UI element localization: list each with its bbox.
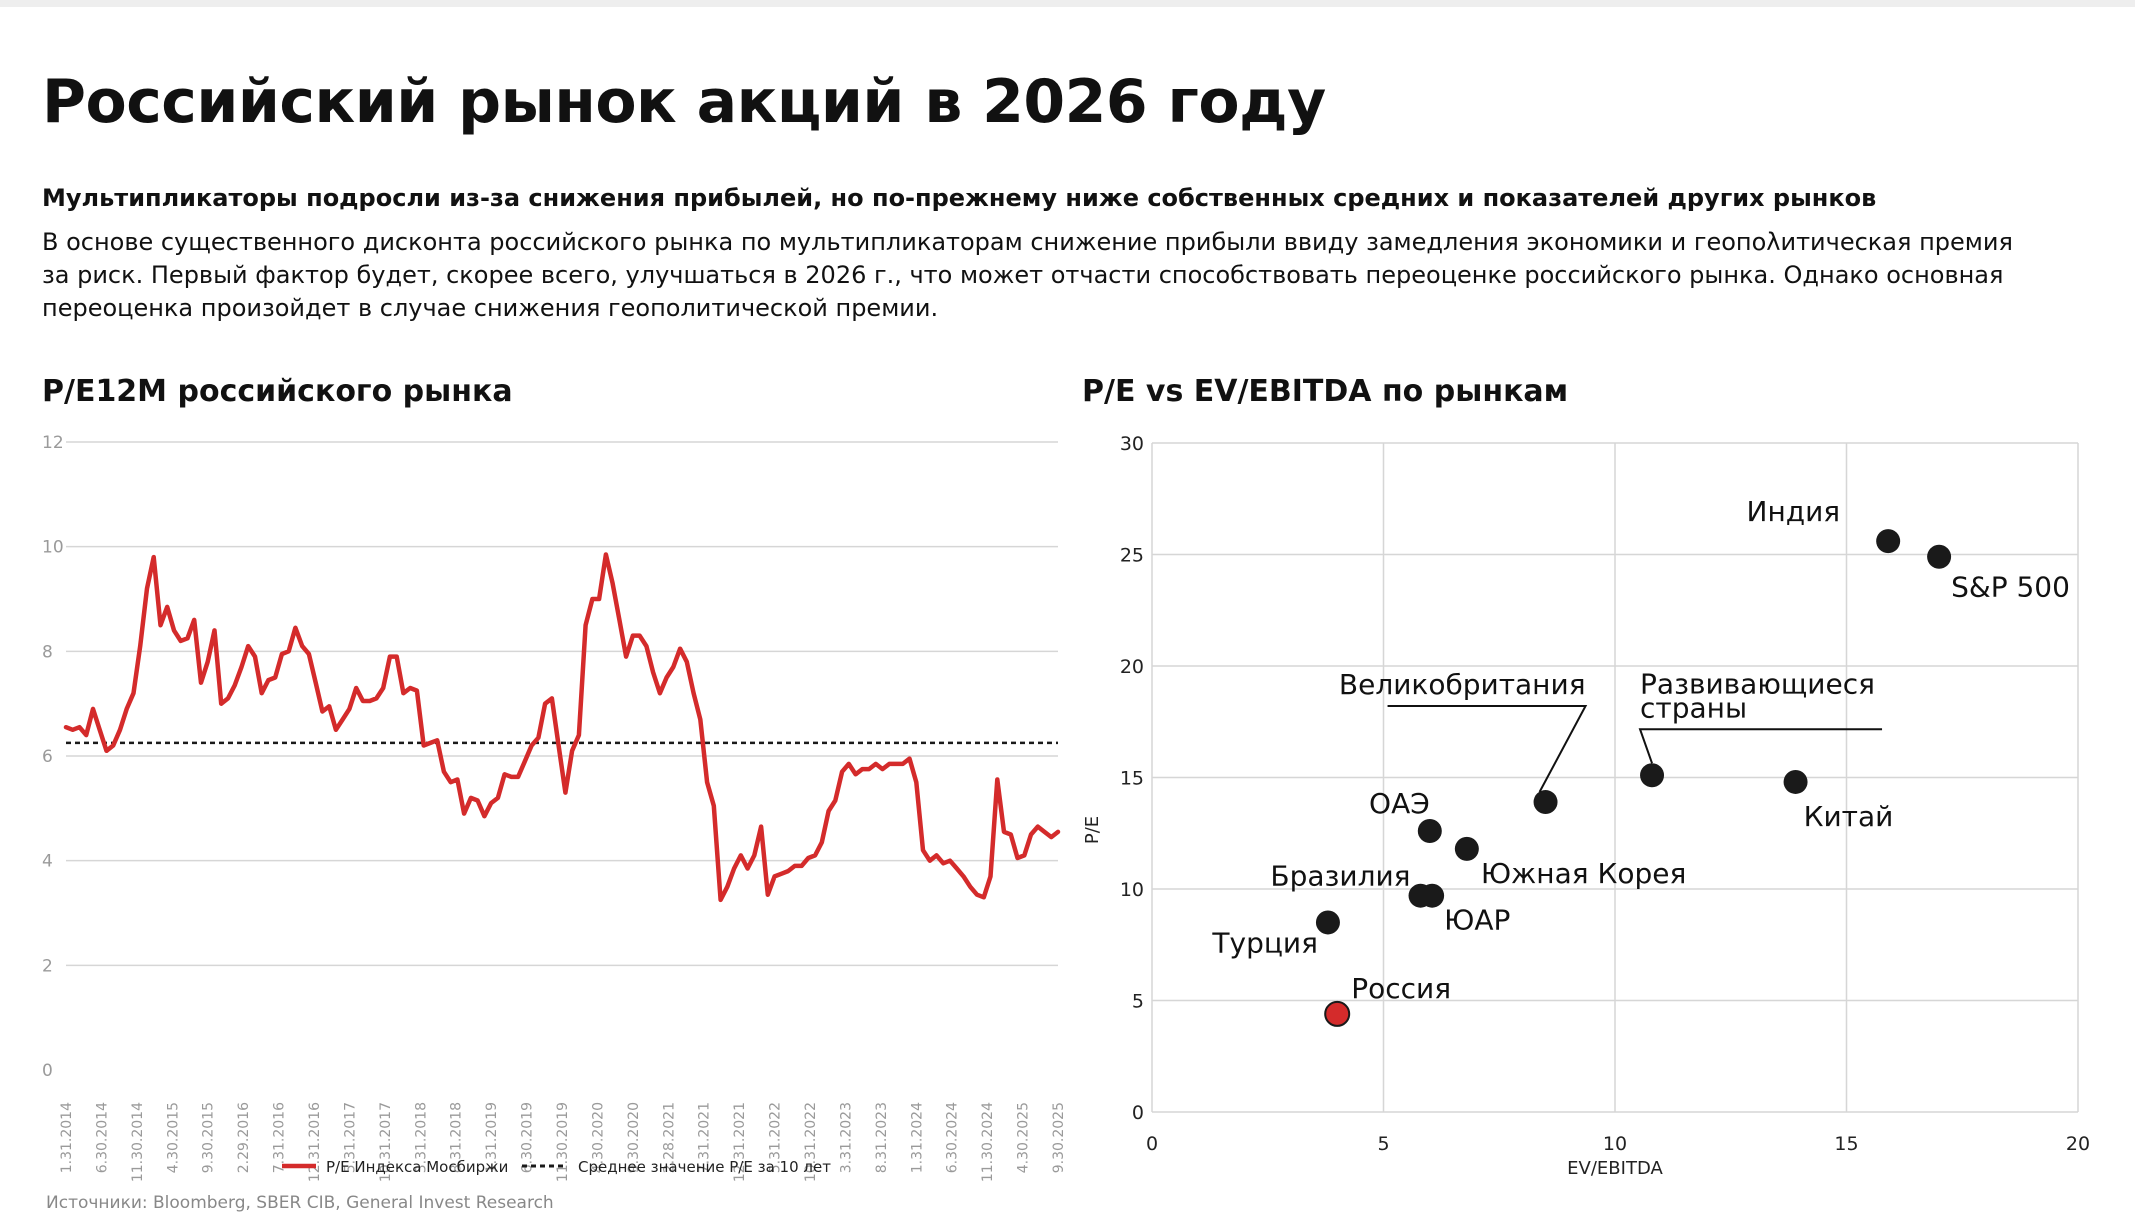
y-tick-label: 0 (42, 1061, 53, 1081)
x-tick-label: 11.30.2014 (130, 1102, 146, 1182)
x-tick-label: 5 (1377, 1133, 1389, 1155)
scatter-point (1454, 836, 1479, 861)
point-label: страны (1640, 691, 1747, 724)
x-tick-label: 20 (2066, 1133, 2090, 1155)
y-tick-label: 8 (42, 642, 53, 662)
body-paragraph: В основе существенного дисконта российск… (42, 226, 2042, 325)
point-label: Южная Корея (1481, 857, 1687, 890)
scatter-point (1324, 1000, 1351, 1027)
scatter-point (1927, 544, 1952, 569)
x-tick-label: 0 (1146, 1133, 1158, 1155)
x-tick-label: 5.31.2022 (768, 1102, 784, 1173)
y-tick-label: 12 (42, 433, 64, 453)
x-tick-label: 10.31.2022 (803, 1102, 819, 1182)
body-line: В основе существенного дисконта российск… (42, 228, 2013, 256)
scatter-point (1417, 819, 1442, 844)
x-tick-label: 10 (1603, 1133, 1627, 1155)
point-label: ОАЭ (1369, 787, 1430, 820)
label-leader-line (1387, 705, 1588, 793)
point-label: Турция (1211, 926, 1318, 959)
point-label: Великобритания (1339, 668, 1586, 701)
x-tick-label: 9.30.2020 (626, 1102, 642, 1173)
pe-line-chart: 0 2 4 6 8 10 12 1.31.2014 6.30.2014 11.30.2014 4.3… (42, 433, 1067, 1182)
x-tick-label: 11.30.2024 (980, 1102, 996, 1182)
x-tick-label: 2.29.2016 (236, 1102, 252, 1173)
point-label: S&P 500 (1951, 571, 2070, 604)
x-tick-label: 11.30.2019 (555, 1102, 571, 1182)
point-label: Индия (1747, 495, 1841, 528)
x-tick-label: 1.31.2014 (59, 1102, 75, 1173)
y-tick-label: 30 (1120, 433, 1144, 455)
x-tick-label: 3.31.2023 (838, 1102, 854, 1173)
x-tick-label: 8.31.2023 (874, 1102, 890, 1173)
scatter-point (1876, 529, 1901, 554)
legend-label-moex: P/E Индекса Мосбиржи (326, 1158, 508, 1176)
body-line: переоценка произойдет в случае снижения … (42, 294, 939, 322)
x-tick-label: 6.30.2019 (520, 1102, 536, 1173)
point-label: Бразилия (1270, 860, 1410, 893)
scatter-point (1640, 763, 1665, 788)
label-leader-line (1638, 728, 1883, 764)
scatter-point (1533, 790, 1558, 815)
x-tick-label: 5.31.2017 (342, 1102, 358, 1173)
x-tick-label: 6.30.2024 (945, 1102, 961, 1173)
page-title: Российский рынок акций в 2026 году (42, 67, 1326, 137)
x-tick-label: 2.28.2021 (661, 1102, 677, 1173)
line-chart-title: P/E12M российского рынка (42, 374, 513, 409)
x-tick-label: 15 (1834, 1133, 1858, 1155)
x-axis-label: EV/EBITDA (1567, 1158, 1663, 1179)
x-tick-label: 4.30.2015 (165, 1102, 181, 1173)
top-border (0, 0, 2135, 7)
x-tick-label: 12.31.2016 (307, 1102, 323, 1182)
x-tick-label: 7.31.2021 (697, 1102, 713, 1173)
point-label: Россия (1351, 972, 1451, 1005)
x-tick-label: 7.31.2016 (272, 1102, 288, 1173)
x-tick-label: 1.31.2019 (484, 1102, 500, 1173)
x-tick-label: 8.31.2018 (449, 1102, 465, 1173)
y-tick-label: 2 (42, 956, 53, 976)
y-tick-label: 20 (1120, 656, 1144, 678)
scatter-chart-title: P/E vs EV/EBITDA по рынкам (1082, 374, 1569, 409)
y-axis-label: P/E (1082, 816, 1103, 844)
x-tick-label: 3.31.2018 (413, 1102, 429, 1173)
scatter-point (1420, 883, 1445, 908)
x-tick-label: 9.30.2025 (1051, 1102, 1067, 1173)
y-tick-label: 6 (42, 747, 53, 767)
x-tick-label: 9.30.2015 (201, 1102, 217, 1173)
body-line: за риск. Первый фактор будет, скорее все… (42, 261, 2004, 289)
point-label: Развивающиеся (1640, 667, 1875, 700)
x-tick-label: 10.31.2017 (378, 1102, 394, 1182)
x-tick-label: 6.30.2014 (94, 1102, 110, 1173)
page-subtitle: Мультипликаторы подросли из-за снижения … (42, 184, 1877, 212)
x-tick-label: 12.31.2021 (732, 1102, 748, 1182)
y-tick-label: 0 (1132, 1102, 1144, 1124)
y-tick-label: 10 (1120, 879, 1144, 901)
x-tick-label: 4.30.2020 (590, 1102, 606, 1173)
x-tick-label: 1.31.2024 (909, 1102, 925, 1173)
point-label: Китай (1804, 800, 1894, 833)
source-note: Источники: Bloomberg, SBER CIB, General … (46, 1193, 554, 1213)
moex-pe-line (63, 552, 1061, 903)
y-tick-label: 4 (42, 852, 53, 872)
point-label: ЮАР (1444, 904, 1510, 937)
legend-label-average: Среднее значение P/E за 10 лет (578, 1158, 831, 1176)
y-tick-label: 10 (42, 538, 64, 558)
y-tick-label: 25 (1120, 545, 1144, 567)
x-tick-label: 4.30.2025 (1016, 1102, 1032, 1173)
y-tick-label: 5 (1132, 991, 1144, 1013)
scatter-point (1315, 910, 1340, 935)
y-tick-label: 15 (1120, 768, 1144, 790)
scatter-point (1783, 769, 1808, 794)
